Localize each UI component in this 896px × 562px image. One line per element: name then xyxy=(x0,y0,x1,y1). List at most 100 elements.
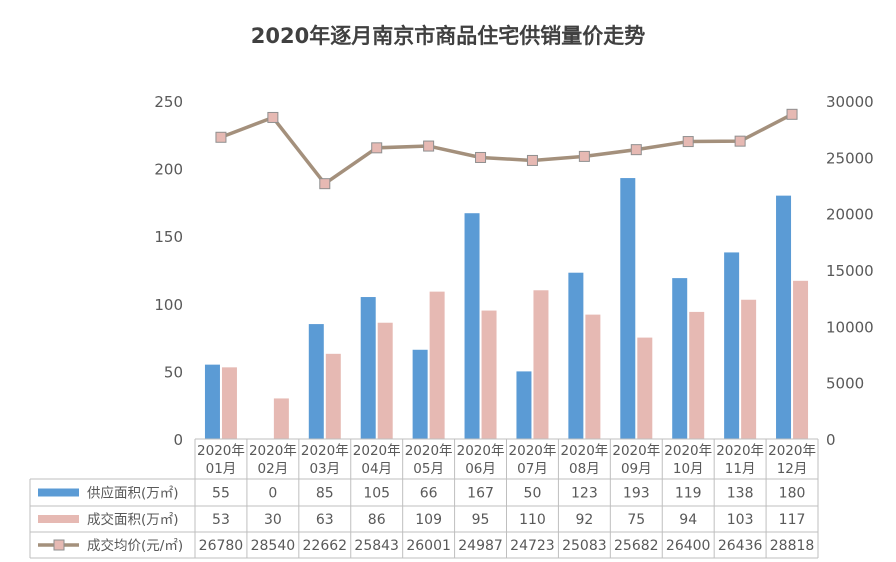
data-label: 25843 xyxy=(354,538,399,554)
bar-sales-4 xyxy=(377,322,393,439)
x-tick-label: 2020年 xyxy=(560,443,608,459)
data-label: 24723 xyxy=(510,538,555,554)
bar-sales-10 xyxy=(689,311,705,439)
x-tick-label: 11月 xyxy=(725,461,756,477)
y-right-tick-label: 10000 xyxy=(826,318,874,336)
legend-label: 成交面积(万㎡) xyxy=(87,511,179,528)
data-label: 28540 xyxy=(251,538,296,554)
bar-sales-8 xyxy=(585,314,601,439)
price-marker-12 xyxy=(786,108,798,120)
bar-supply-3 xyxy=(308,324,324,439)
bar-sales-5 xyxy=(429,291,445,439)
x-tick-label: 09月 xyxy=(621,461,652,477)
data-label: 105 xyxy=(363,486,390,502)
x-tick-label: 2020年 xyxy=(249,443,297,459)
data-label: 109 xyxy=(415,512,442,528)
y-right-tick-label: 20000 xyxy=(826,206,874,224)
bar-supply-1 xyxy=(204,364,220,439)
data-label: 26780 xyxy=(199,538,244,554)
legend-key-price-marker xyxy=(53,539,65,551)
legend-key-sales xyxy=(38,515,79,523)
data-label: 50 xyxy=(524,486,542,502)
data-label: 95 xyxy=(472,512,490,528)
x-tick-label: 2020年 xyxy=(197,443,245,459)
y-left-tick-label: 50 xyxy=(164,363,183,381)
x-tick-label: 2020年 xyxy=(768,443,816,459)
data-label: 167 xyxy=(467,486,494,502)
data-label: 30 xyxy=(264,512,282,528)
x-tick-label: 02月 xyxy=(258,461,289,477)
data-label: 180 xyxy=(779,486,806,502)
legend-key-supply xyxy=(38,488,79,497)
x-tick-label: 04月 xyxy=(361,461,392,477)
bar-sales-1 xyxy=(221,367,237,439)
price-marker-10 xyxy=(682,136,694,148)
data-label: 86 xyxy=(368,512,386,528)
y-right-tick-label: 5000 xyxy=(826,375,864,393)
bar-sales-9 xyxy=(637,337,653,439)
x-tick-label: 06月 xyxy=(465,461,496,477)
bar-sales-11 xyxy=(741,299,757,439)
bar-supply-8 xyxy=(568,272,584,439)
data-label: 92 xyxy=(575,512,593,528)
x-tick-label: 2020年 xyxy=(457,443,505,459)
x-tick-label: 12月 xyxy=(777,461,808,477)
y-right-tick-label: 30000 xyxy=(826,93,874,111)
data-label: 123 xyxy=(571,486,598,502)
data-label: 110 xyxy=(519,512,546,528)
x-tick-label: 2020年 xyxy=(612,443,660,459)
x-tick-label: 10月 xyxy=(673,461,704,477)
x-tick-label: 2020年 xyxy=(301,443,349,459)
data-label: 28818 xyxy=(770,538,815,554)
bar-sales-6 xyxy=(481,310,497,439)
y-right-tick-label: 25000 xyxy=(826,149,874,167)
x-tick-label: 08月 xyxy=(569,461,600,477)
price-marker-1 xyxy=(215,131,227,143)
price-marker-11 xyxy=(734,135,746,147)
data-label: 25682 xyxy=(614,538,659,554)
data-label: 24987 xyxy=(458,538,503,554)
x-tick-label: 01月 xyxy=(206,461,237,477)
price-marker-8 xyxy=(578,150,590,162)
x-tick-label: 03月 xyxy=(309,461,340,477)
data-label: 119 xyxy=(675,486,702,502)
data-label: 66 xyxy=(420,486,438,502)
price-marker-3 xyxy=(319,178,331,190)
x-tick-label: 05月 xyxy=(413,461,444,477)
legend-label: 供应面积(万㎡) xyxy=(87,485,179,502)
bar-sales-2 xyxy=(273,398,289,439)
y-left-tick-label: 250 xyxy=(154,93,183,111)
data-label: 94 xyxy=(679,512,697,528)
price-marker-9 xyxy=(630,144,642,156)
x-tick-label: 2020年 xyxy=(405,443,453,459)
data-label: 26436 xyxy=(718,538,763,554)
y-left-tick-label: 200 xyxy=(154,161,183,179)
data-label: 22662 xyxy=(303,538,348,554)
y-left-tick-label: 100 xyxy=(154,296,183,314)
data-label: 0 xyxy=(268,486,277,502)
data-label: 53 xyxy=(212,512,230,528)
x-tick-label: 07月 xyxy=(517,461,548,477)
y-right-tick-label: 15000 xyxy=(826,262,874,280)
price-marker-7 xyxy=(526,154,538,166)
bar-supply-7 xyxy=(516,371,532,439)
bar-supply-12 xyxy=(776,195,792,439)
data-label: 138 xyxy=(727,486,754,502)
data-label: 85 xyxy=(316,486,334,502)
bar-sales-7 xyxy=(533,290,549,439)
bar-sales-3 xyxy=(325,353,341,439)
bar-supply-4 xyxy=(360,297,376,439)
bar-supply-9 xyxy=(620,178,636,439)
x-tick-label: 2020年 xyxy=(664,443,712,459)
data-label: 103 xyxy=(727,512,754,528)
bar-sales-12 xyxy=(793,280,809,439)
data-label: 55 xyxy=(212,486,230,502)
y-right-tick-label: 0 xyxy=(826,431,836,449)
x-tick-label: 2020年 xyxy=(353,443,401,459)
bar-supply-10 xyxy=(672,278,688,439)
price-marker-2 xyxy=(267,111,279,123)
price-marker-4 xyxy=(371,142,383,154)
data-label: 75 xyxy=(627,512,645,528)
